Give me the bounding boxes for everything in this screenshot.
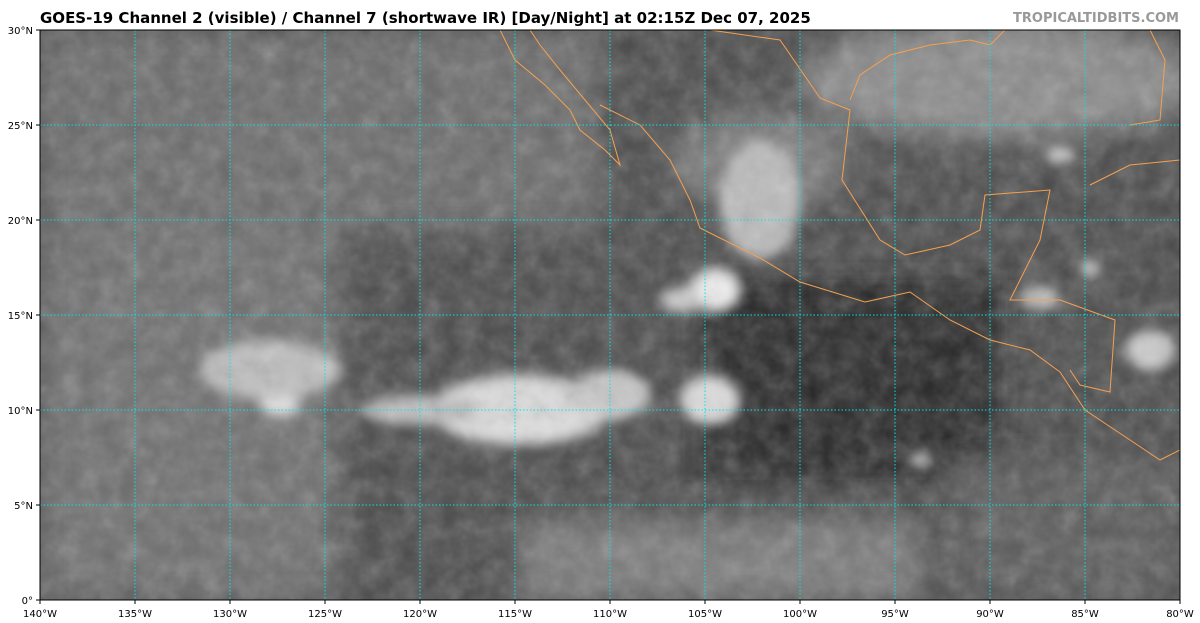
lon-label: 135°W: [118, 609, 152, 620]
lon-label: 140°W: [23, 609, 57, 620]
lon-label: 120°W: [403, 609, 437, 620]
lon-label: 125°W: [308, 609, 342, 620]
lon-label: 110°W: [593, 609, 627, 620]
lat-label: 5°N: [14, 501, 33, 512]
lon-label: 85°W: [1071, 609, 1099, 620]
satellite-imagery: [40, 30, 1180, 600]
image-title: GOES-19 Channel 2 (visible) / Channel 7 …: [40, 9, 811, 27]
lon-label: 130°W: [213, 609, 247, 620]
lat-lon-grid: [40, 30, 1180, 600]
lat-label: 20°N: [8, 216, 33, 227]
lon-label: 105°W: [688, 609, 722, 620]
lat-label: 30°N: [8, 26, 33, 37]
lat-label: 10°N: [8, 406, 33, 417]
lat-label: 15°N: [8, 311, 33, 322]
axis-labels: 140°W 135°W 130°W 125°W 120°W 115°W 110°W 105°W…: [8, 26, 1194, 620]
lon-label: 95°W: [881, 609, 909, 620]
lon-label: 90°W: [976, 609, 1004, 620]
lat-label: 25°N: [8, 121, 33, 132]
lon-label: 115°W: [498, 609, 532, 620]
lon-label: 100°W: [783, 609, 817, 620]
brand-watermark: TROPICALTIDBITS.COM: [1013, 11, 1179, 26]
lat-label: 0°: [22, 596, 33, 607]
lon-label: 80°W: [1166, 609, 1194, 620]
